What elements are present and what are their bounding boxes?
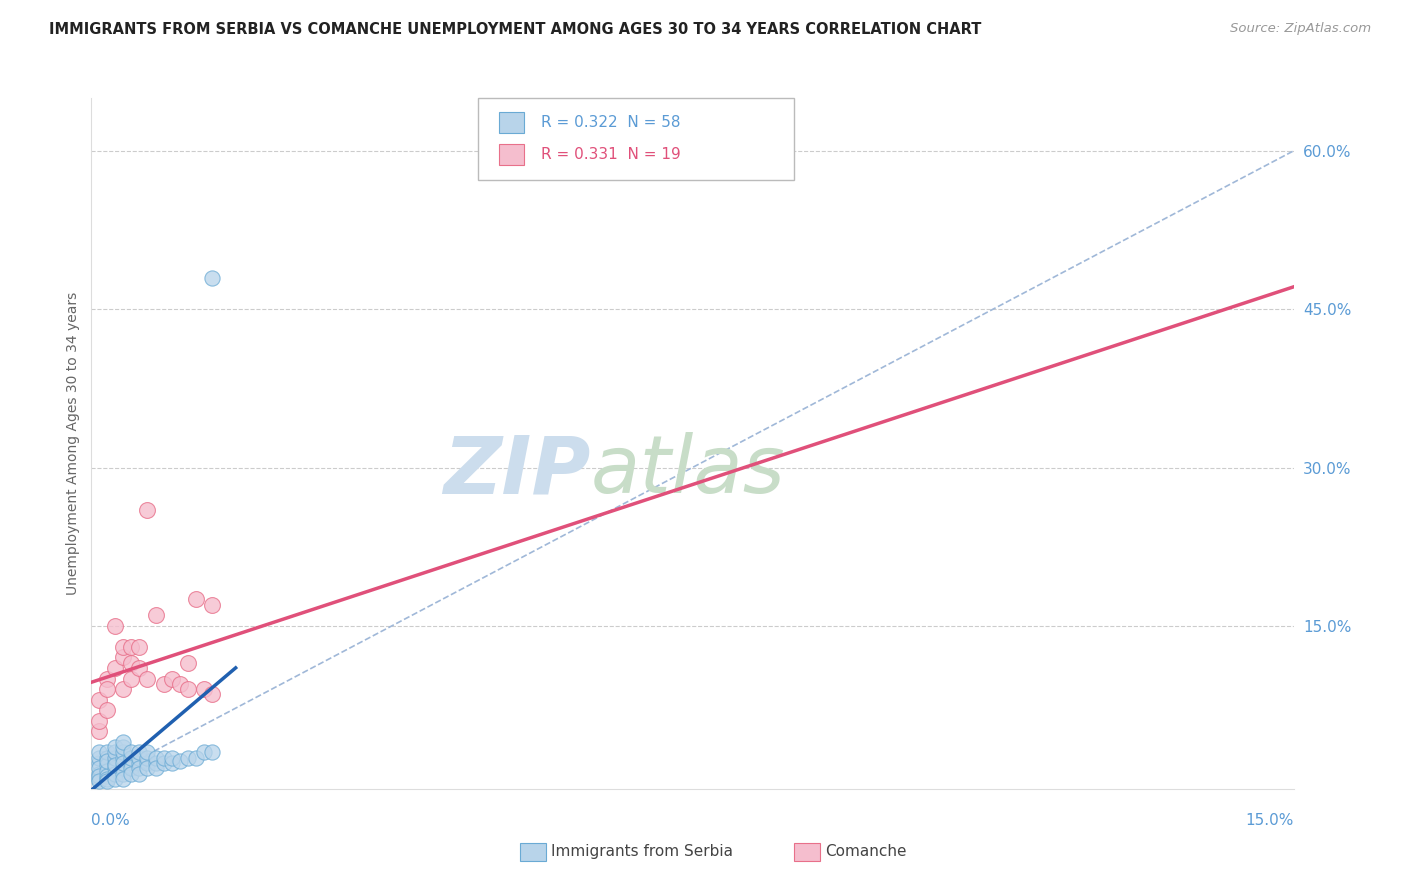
Point	[121, 766, 143, 780]
Text: IMMIGRANTS FROM SERBIA VS COMANCHE UNEMPLOYMENT AMONG AGES 30 TO 34 YEARS CORREL: IMMIGRANTS FROM SERBIA VS COMANCHE UNEMP…	[49, 22, 981, 37]
Point	[89, 692, 111, 706]
Point	[136, 756, 159, 770]
Point	[145, 761, 167, 775]
Point	[96, 774, 118, 789]
Point	[145, 751, 167, 765]
Point	[169, 677, 191, 691]
Point	[112, 766, 135, 780]
Point	[121, 656, 143, 670]
Point	[136, 746, 159, 760]
Point	[104, 619, 127, 633]
Text: 0.0%: 0.0%	[91, 814, 131, 828]
Point	[112, 761, 135, 775]
Point	[112, 740, 135, 755]
Point	[121, 761, 143, 775]
Point	[112, 756, 135, 770]
Point	[184, 592, 207, 607]
Point	[89, 766, 111, 780]
Point	[160, 672, 183, 686]
Point	[89, 714, 111, 728]
Point	[112, 650, 135, 665]
Point	[96, 758, 118, 772]
Point	[112, 751, 135, 765]
Point	[128, 761, 150, 775]
Point	[160, 756, 183, 770]
Point	[89, 769, 111, 783]
Point	[112, 772, 135, 786]
Point	[89, 751, 111, 765]
Point	[201, 746, 224, 760]
Point	[104, 766, 127, 780]
Point	[112, 682, 135, 697]
Point	[121, 746, 143, 760]
Point	[89, 774, 111, 789]
Point	[136, 672, 159, 686]
Point	[128, 746, 150, 760]
Point	[104, 661, 127, 675]
Point	[145, 756, 167, 770]
Point	[104, 740, 127, 755]
Point	[96, 754, 118, 768]
Point	[152, 751, 174, 765]
Point	[96, 772, 118, 786]
Point	[104, 758, 127, 772]
Text: 15.0%: 15.0%	[1246, 814, 1294, 828]
Point	[136, 761, 159, 775]
Point	[176, 682, 198, 697]
Point	[201, 270, 224, 285]
Point	[169, 754, 191, 768]
Text: ZIP: ZIP	[443, 433, 591, 510]
Point	[176, 656, 198, 670]
Point	[184, 751, 207, 765]
Point	[112, 640, 135, 654]
Point	[152, 677, 174, 691]
Point	[136, 751, 159, 765]
Point	[96, 672, 118, 686]
Point	[121, 756, 143, 770]
Point	[89, 746, 111, 760]
Point	[112, 746, 135, 760]
Y-axis label: Unemployment Among Ages 30 to 34 years: Unemployment Among Ages 30 to 34 years	[66, 293, 80, 595]
Text: R = 0.331  N = 19: R = 0.331 N = 19	[541, 147, 681, 161]
Point	[128, 640, 150, 654]
Text: Source: ZipAtlas.com: Source: ZipAtlas.com	[1230, 22, 1371, 36]
Point	[128, 766, 150, 780]
Text: Immigrants from Serbia: Immigrants from Serbia	[551, 845, 733, 859]
Point	[193, 682, 215, 697]
Point	[176, 751, 198, 765]
Point	[89, 761, 111, 775]
Point	[136, 502, 159, 516]
Point	[104, 751, 127, 765]
Point	[128, 661, 150, 675]
Point	[104, 756, 127, 770]
Point	[112, 735, 135, 749]
Point	[96, 703, 118, 717]
Point	[96, 769, 118, 783]
Point	[128, 756, 150, 770]
Text: Comanche: Comanche	[825, 845, 907, 859]
Point	[121, 672, 143, 686]
Point	[96, 764, 118, 779]
Point	[96, 751, 118, 765]
Text: R = 0.322  N = 58: R = 0.322 N = 58	[541, 115, 681, 129]
Point	[145, 608, 167, 623]
Point	[89, 756, 111, 770]
Text: atlas: atlas	[591, 433, 785, 510]
Point	[121, 640, 143, 654]
Point	[104, 761, 127, 775]
Point	[128, 751, 150, 765]
Point	[201, 598, 224, 612]
Point	[121, 751, 143, 765]
Point	[96, 682, 118, 697]
Point	[104, 772, 127, 786]
Point	[160, 751, 183, 765]
Point	[89, 724, 111, 739]
Point	[201, 688, 224, 702]
Point	[89, 772, 111, 786]
Point	[104, 746, 127, 760]
Point	[193, 746, 215, 760]
Point	[96, 746, 118, 760]
Point	[152, 756, 174, 770]
